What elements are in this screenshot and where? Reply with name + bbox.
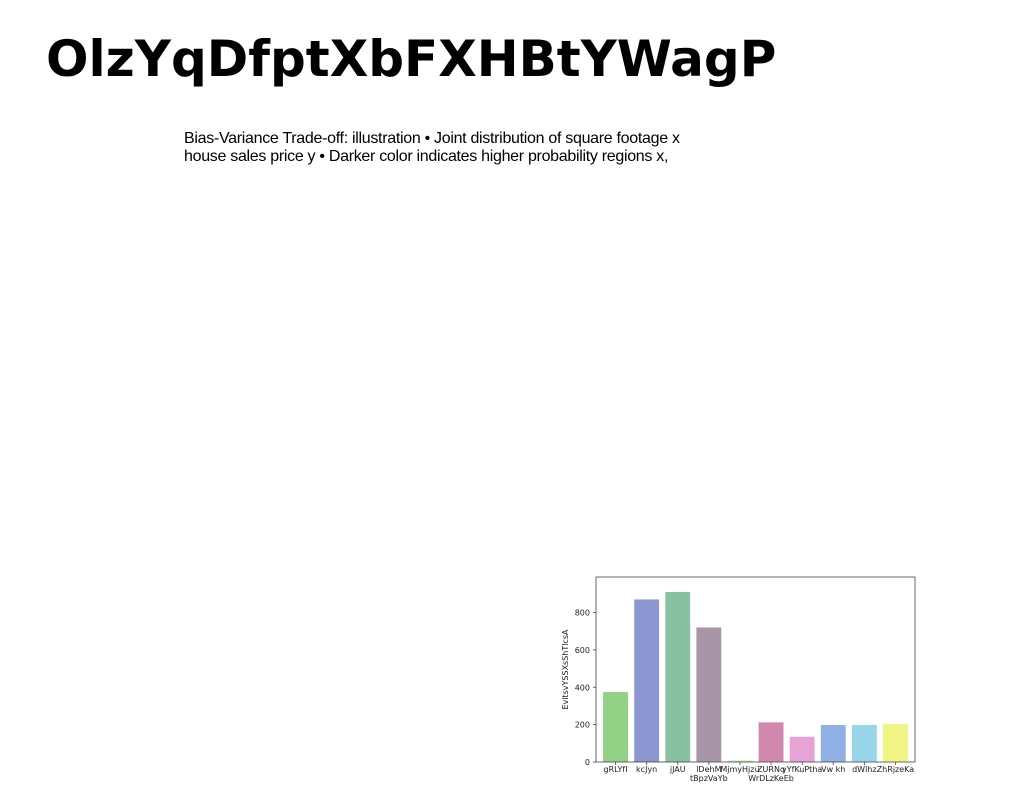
y-tick-label: 0	[585, 758, 590, 767]
bar-3	[696, 627, 722, 762]
x-tick-label: dWlhz	[852, 765, 876, 774]
x-tick-label: gRLYfI	[604, 765, 628, 774]
x-tick-label: ZhRjzeKa	[877, 765, 915, 774]
body-text: Bias-Variance Trade-off: illustration • …	[184, 130, 744, 166]
y-axis-label: EvltsvYSSXsShTlcsA	[561, 629, 570, 710]
bar-5	[758, 722, 784, 762]
bar-9	[883, 724, 908, 762]
body-line-1: Bias-Variance Trade-off: illustration • …	[184, 130, 680, 147]
chart-x-ticks: gRLYfI kcJyn jJAU lDehM tBpzVaYbMjmyHjzuZURN…	[604, 762, 915, 783]
y-tick-label: 800	[575, 609, 590, 618]
x-tick-label: kcJyn	[636, 765, 657, 774]
chart-bars	[603, 591, 908, 762]
bar-7	[820, 725, 846, 762]
y-tick-label: 400	[575, 683, 590, 692]
bar-2	[665, 591, 691, 762]
plot-frame	[595, 576, 916, 763]
bar-6	[789, 736, 815, 762]
bar-chart: 0 200 400 600 800 gRLYfI kcJyn jJAU lDehM tBpzVa…	[561, 576, 916, 783]
body-line-2: house sales price y • Darker color indic…	[184, 148, 669, 165]
bar-8	[851, 725, 877, 762]
x-tick-label: yYfKuPtha	[782, 765, 822, 774]
y-tick-label: 200	[575, 721, 590, 730]
bar-1	[634, 599, 660, 762]
bar-0	[603, 691, 628, 762]
x-tick-label: MjmyHjzu	[720, 765, 759, 774]
x-tick-label: ZURNq WrDLzKeEb	[748, 765, 794, 783]
x-tick-label: lDehM tBpzVaYb	[690, 765, 728, 783]
page-title: OlzYqDfptXbFXHBtYWagP	[46, 30, 777, 88]
x-tick-label: jJAU	[669, 765, 686, 774]
bar-4	[727, 760, 753, 762]
y-tick-label: 600	[575, 646, 590, 655]
chart-y-ticks: 0 200 400 600 800	[575, 609, 596, 767]
x-tick-label: Vw kh	[821, 765, 845, 774]
